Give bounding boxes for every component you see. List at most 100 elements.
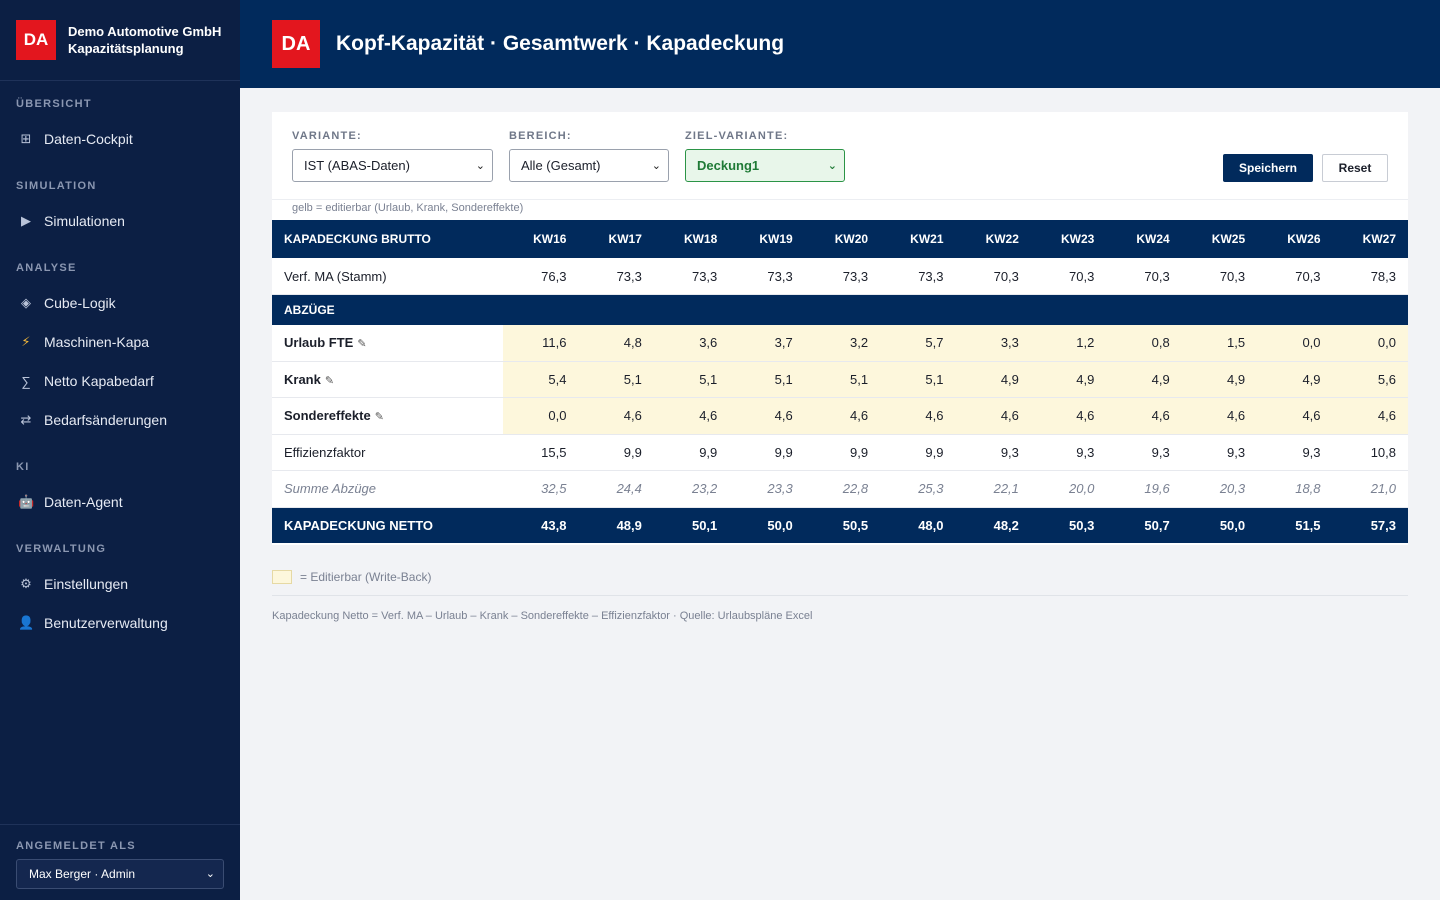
- editable-cell[interactable]: 0,0: [1257, 324, 1333, 361]
- editable-cell[interactable]: 0,0: [1332, 324, 1408, 361]
- brand: DA Demo Automotive GmbH Kapazitätsplanun…: [0, 0, 240, 81]
- editable-cell[interactable]: 5,7: [880, 324, 956, 361]
- editable-cell[interactable]: 4,6: [578, 397, 654, 434]
- editable-cell[interactable]: 4,9: [1030, 361, 1107, 398]
- editable-cell[interactable]: 3,7: [729, 324, 805, 361]
- table-cell: 48,2: [993, 517, 1019, 533]
- editable-cell[interactable]: 4,6: [1257, 397, 1333, 434]
- editable-cell[interactable]: 5,4: [503, 361, 579, 398]
- table-cell: 9,3: [1076, 444, 1095, 460]
- nav-label: Simulationen: [44, 213, 125, 229]
- editable-cell[interactable]: 4,6: [729, 397, 805, 434]
- editable-cell[interactable]: 4,6: [1106, 397, 1182, 434]
- editable-cell[interactable]: 4,6: [1332, 397, 1408, 434]
- variante-select[interactable]: IST (ABAS-Daten) ⌄: [292, 149, 493, 182]
- table-cell: 10,8: [1370, 444, 1396, 460]
- row-label: Verf. MA (Stamm): [284, 268, 387, 284]
- editable-cell[interactable]: 3,6: [653, 324, 730, 361]
- chevron-down-icon: ⌄: [475, 160, 485, 172]
- editable-cell[interactable]: 5,6: [1332, 361, 1408, 398]
- app-name: Kapazitätsplanung: [68, 41, 184, 56]
- table-cell: 78,3: [1370, 268, 1396, 284]
- table-row-effizienzfaktor: Effizienzfaktor 15,5 9,9 9,9 9,9 9,9 9,9 9,3 9,…: [272, 434, 1408, 471]
- nav-label: Einstellungen: [44, 576, 129, 592]
- editable-cell[interactable]: 4,9: [955, 361, 1031, 398]
- editable-cell[interactable]: 5,1: [804, 361, 881, 398]
- nav-item-daten-agent[interactable]: 🤖 Daten-Agent: [0, 486, 240, 518]
- table-cell: 22,8: [842, 481, 869, 497]
- main-panel: VARIANTE: IST (ABAS-Daten) ⌄ BEREICH: Al…: [272, 112, 1408, 545]
- editable-cell[interactable]: 4,9: [1106, 361, 1182, 398]
- editable-cell[interactable]: 4,6: [880, 397, 956, 434]
- column-header-week: KW27: [1362, 232, 1396, 246]
- nav-item-bedarfsaenderungen[interactable]: ⇄ Bedarfsänderungen: [0, 404, 240, 436]
- editable-cell[interactable]: 4,6: [804, 397, 881, 434]
- nav-item-maschinen-kapa[interactable]: ⚡ Maschinen-Kapa: [0, 326, 240, 358]
- user-select[interactable]: Max Berger · Admin ⌄: [16, 859, 224, 889]
- table-cell: 76,3: [541, 268, 567, 284]
- editable-cell[interactable]: 11,6: [503, 324, 579, 361]
- row-label: KAPADECKUNG NETTO: [284, 517, 434, 533]
- nav-label: Maschinen-Kapa: [44, 334, 150, 350]
- table-cell: 20,3: [1219, 481, 1246, 497]
- chevron-down-icon: ⌄: [827, 160, 837, 172]
- hint-divider: [272, 199, 1408, 200]
- page-title: Kopf-Kapazität · Gesamtwerk · Kapadeckun…: [336, 32, 785, 55]
- section-title-simulation: SIMULATION: [16, 180, 97, 192]
- table-row-sondereffekte: Sondereffekte ✎ 0,0 4,6 4,6 4,6 4,6 4,6 4,6 4,6 4…: [272, 397, 1408, 434]
- editable-cell[interactable]: 5,1: [729, 361, 805, 398]
- table-cell: 70,3: [993, 268, 1019, 284]
- row-label-text: Sondereffekte: [284, 408, 371, 424]
- nav-item-daten-cockpit[interactable]: ⊞ Daten-Cockpit: [0, 123, 240, 155]
- editable-cell[interactable]: 4,8: [578, 324, 654, 361]
- editable-cell[interactable]: 3,3: [955, 324, 1031, 361]
- editable-cell[interactable]: 4,6: [1181, 397, 1258, 434]
- editable-cell[interactable]: 1,2: [1030, 324, 1107, 361]
- legend-text: = Editierbar (Write-Back): [300, 570, 432, 584]
- table-cell: 9,3: [1227, 444, 1246, 460]
- table-cell: 50,1: [691, 517, 718, 533]
- section-title-uebersicht: ÜBERSICHT: [16, 98, 92, 110]
- bereich-label: BEREICH:: [509, 130, 572, 142]
- editable-cell[interactable]: 4,6: [1030, 397, 1107, 434]
- bereich-select-value: Alle (Gesamt): [521, 158, 601, 173]
- editable-cell[interactable]: 4,6: [653, 397, 730, 434]
- column-header-week: KW26: [1287, 232, 1321, 246]
- column-header-week: KW16: [533, 232, 567, 246]
- pencil-icon: ✎: [324, 374, 335, 387]
- editable-cell[interactable]: 0,8: [1106, 324, 1182, 361]
- table-cell: 51,5: [1295, 517, 1321, 533]
- editable-cell[interactable]: 0,0: [503, 397, 579, 434]
- nav-item-netto-kapabedarf[interactable]: ∑ Netto Kapabedarf: [0, 365, 240, 397]
- edit-hint: gelb = editierbar (Urlaub, Krank, Sonder…: [292, 202, 524, 214]
- table-cell: 50,0: [767, 517, 793, 533]
- save-button[interactable]: Speichern: [1223, 154, 1313, 182]
- nav-item-simulationen[interactable]: ▶ Simulationen: [0, 205, 240, 237]
- table-cell: 9,9: [850, 444, 869, 460]
- editable-cell[interactable]: 5,1: [653, 361, 730, 398]
- table-cell: 23,3: [767, 481, 793, 497]
- table-cell: 73,3: [767, 268, 793, 284]
- table-cell: 70,3: [1219, 268, 1246, 284]
- editable-cell[interactable]: 5,1: [880, 361, 956, 398]
- editable-cell[interactable]: 4,9: [1181, 361, 1258, 398]
- nav-item-einstellungen[interactable]: ⚙ Einstellungen: [0, 568, 240, 600]
- table-row-urlaub: Urlaub FTE ✎ 11,6 4,8 3,6 3,7 3,2 5,7 3,3 1,2 0,8…: [272, 324, 1408, 361]
- table-cell: 73,3: [691, 268, 718, 284]
- column-header-week: KW20: [834, 232, 869, 246]
- table-cell: 15,5: [541, 444, 567, 460]
- nav-item-cube-logik[interactable]: ◈ Cube-Logik: [0, 287, 240, 319]
- section-title-analyse: ANALYSE: [16, 262, 77, 274]
- editable-cell[interactable]: 4,9: [1257, 361, 1333, 398]
- editable-cell[interactable]: 4,6: [955, 397, 1031, 434]
- nav-item-benutzerverwaltung[interactable]: 👤 Benutzerverwaltung: [0, 607, 240, 639]
- editable-cell[interactable]: 1,5: [1181, 324, 1258, 361]
- editable-cell[interactable]: 5,1: [578, 361, 654, 398]
- bereich-select[interactable]: Alle (Gesamt) ⌄: [509, 149, 669, 182]
- column-header-label: KAPADECKUNG BRUTTO: [284, 232, 431, 246]
- ziel-variante-select-value: Deckung1: [697, 158, 760, 173]
- ziel-variante-select[interactable]: Deckung1 ⌄: [685, 149, 845, 182]
- editable-cell[interactable]: 3,2: [804, 324, 881, 361]
- reset-button[interactable]: Reset: [1322, 154, 1388, 182]
- table-row-krank: Krank ✎ 5,4 5,1 5,1 5,1 5,1 5,1 4,9 4,9 4,9 4,9 4,9…: [272, 361, 1408, 398]
